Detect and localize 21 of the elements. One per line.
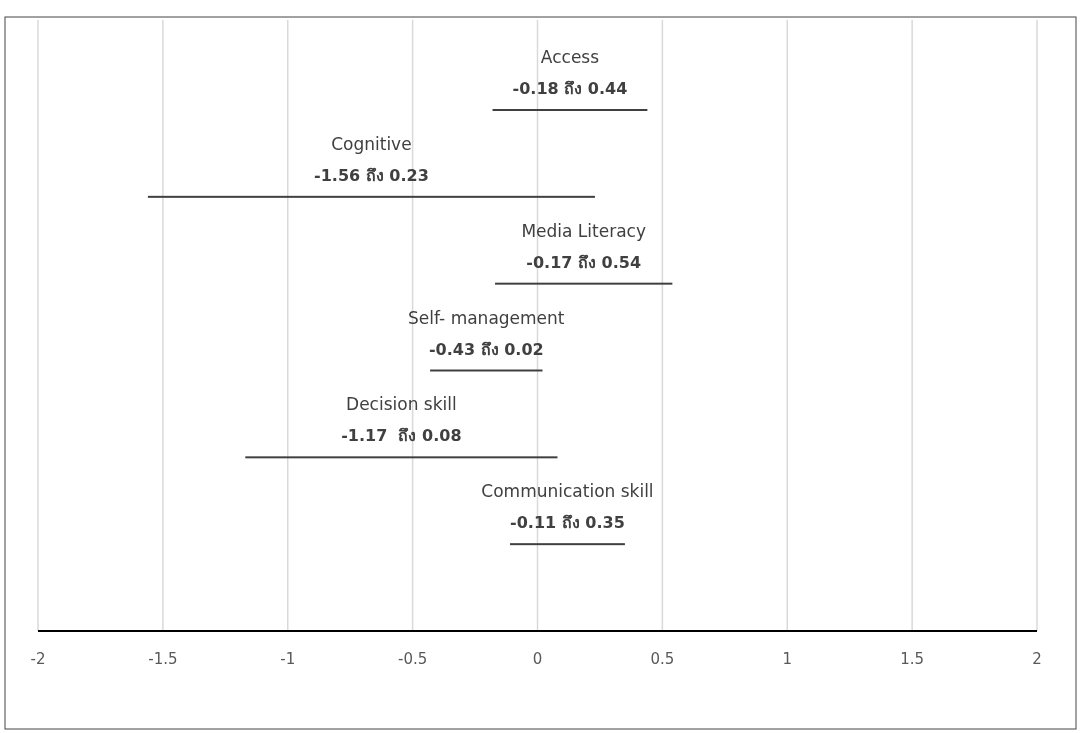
x-tick-label: -1.5 xyxy=(148,650,178,668)
x-tick-label: 0.5 xyxy=(650,650,675,668)
annotation: -0.43 ถึง 0.02 xyxy=(428,339,544,359)
x-tick-label: -1 xyxy=(280,650,296,668)
y-tick-label: Self- management xyxy=(408,307,565,328)
annotation: -0.18 ถึง 0.44 xyxy=(512,79,628,98)
x-tick-label: 1.5 xyxy=(900,650,925,668)
annotation: -0.17 ถึง 0.54 xyxy=(526,252,642,272)
annotation: -0.11 ถึง 0.35 xyxy=(510,513,625,533)
x-tick-label: 2 xyxy=(1032,650,1042,668)
y-tick-label: Cognitive xyxy=(331,133,412,154)
x-tick-label: 1 xyxy=(782,650,793,668)
x-tick-label: -0.5 xyxy=(397,650,428,668)
x-tick-label: -2 xyxy=(30,650,46,668)
y-tick-label: Media Literacy xyxy=(521,220,647,241)
y-tick-label: Access xyxy=(540,47,600,67)
y-tick-label: Decision skill xyxy=(346,394,457,415)
x-tick-label: 0 xyxy=(532,650,543,668)
annotation: -1.56 ถึง 0.23 xyxy=(314,165,429,185)
y-tick-label: Communication skill xyxy=(481,481,654,502)
annotation: -1.17 ถึง 0.08 xyxy=(341,426,462,446)
